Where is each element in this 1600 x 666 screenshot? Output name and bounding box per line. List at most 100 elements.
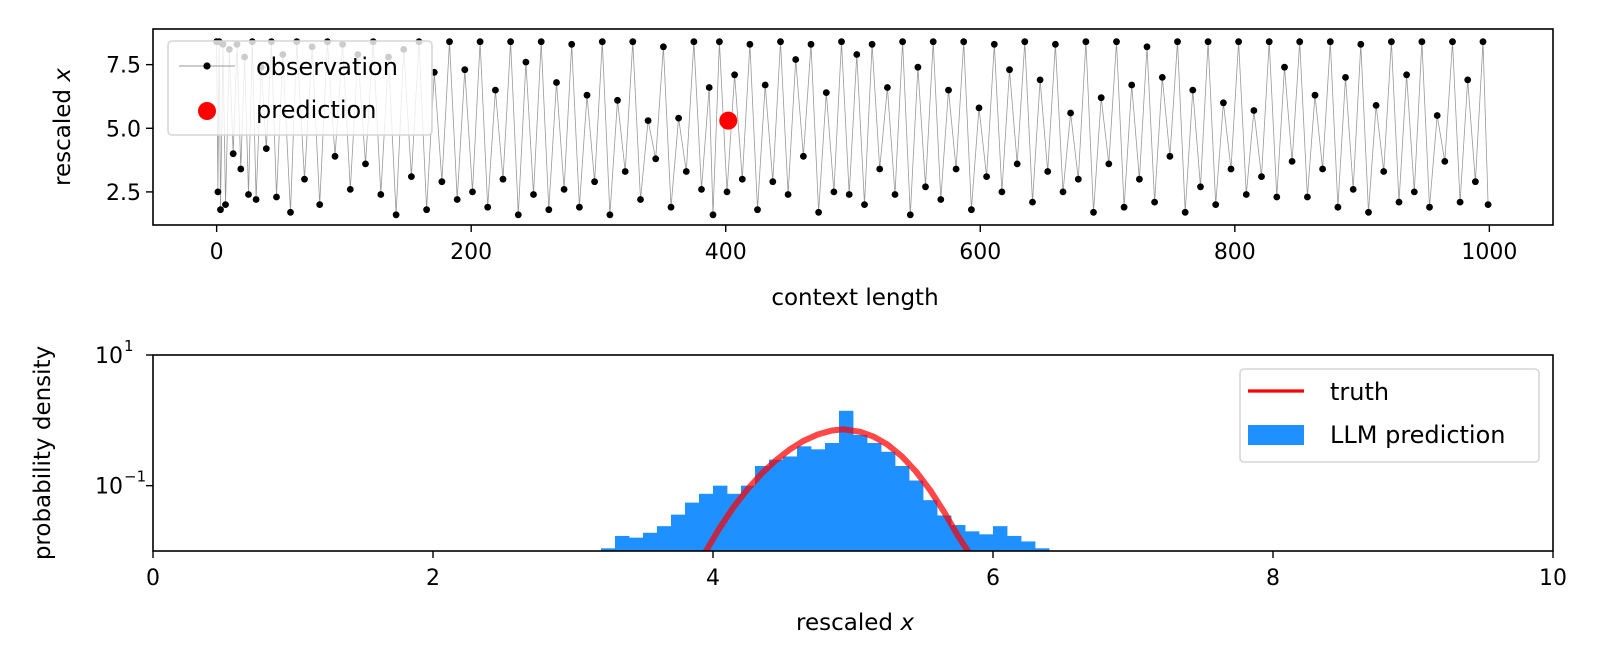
observation-point	[423, 206, 430, 214]
observation-point	[853, 51, 861, 58]
truth-curve	[703, 426, 971, 551]
llm-prediction-bar	[867, 442, 882, 551]
observation-point	[1097, 94, 1105, 102]
observation-point	[1281, 63, 1288, 71]
observation-point	[929, 38, 937, 46]
observation-point	[815, 208, 822, 216]
llm-prediction-bar	[825, 442, 840, 551]
prediction-point	[719, 111, 738, 130]
llm-prediction-bar	[699, 493, 714, 551]
observation-point	[1120, 203, 1128, 211]
observation-point	[723, 188, 731, 196]
observation-point	[777, 38, 784, 46]
observation-point	[899, 38, 906, 46]
observation-point	[868, 40, 876, 48]
observation-point	[331, 152, 339, 160]
llm-prediction-bar	[839, 410, 854, 551]
observation-point	[621, 168, 629, 175]
observation-point	[629, 38, 637, 46]
observation-point	[822, 89, 830, 96]
observation-point	[522, 58, 530, 66]
legend-llm-prediction-label: LLM prediction	[1330, 421, 1506, 449]
llm-prediction-bar	[657, 526, 672, 551]
llm-prediction-bar	[923, 500, 938, 551]
observation-point	[1151, 198, 1158, 206]
bottom-y-tick-label: 10	[95, 475, 123, 500]
observation-point	[660, 43, 667, 51]
llm-prediction-bar	[965, 531, 980, 551]
bottom-y-tick-exponent: −1	[124, 468, 146, 486]
observation-point	[914, 63, 922, 71]
top-x-tick-label: 400	[705, 240, 747, 265]
observation-point	[1143, 43, 1151, 51]
legend-observation-label: observation	[256, 53, 398, 81]
observation-point	[598, 38, 606, 46]
observation-point	[1189, 86, 1197, 94]
observation-point	[1395, 198, 1403, 206]
top-y-axis-label-var: x	[50, 68, 76, 83]
observation-point	[746, 40, 754, 48]
observation-point	[705, 84, 713, 91]
observation-point	[1158, 74, 1166, 81]
bottom-x-tick-label: 6	[986, 566, 1000, 591]
observation-point	[792, 56, 800, 63]
top-x-tick-label: 200	[450, 240, 492, 265]
observation-point	[709, 211, 717, 219]
observation-point	[237, 165, 245, 173]
observation-point	[1029, 198, 1036, 206]
observation-point	[287, 208, 294, 216]
observation-point	[484, 203, 492, 211]
observation-point	[362, 160, 369, 168]
observation-point	[392, 211, 400, 219]
llm-prediction-bar	[811, 449, 826, 551]
legend-truth-label: truth	[1330, 378, 1389, 406]
llm-prediction-bar	[881, 451, 896, 551]
observation-point	[1365, 208, 1372, 216]
observation-point	[252, 196, 260, 203]
observation-point	[1212, 201, 1220, 209]
observation-point	[1372, 102, 1380, 109]
observation-point	[1410, 188, 1418, 196]
observation-point	[861, 201, 868, 209]
observation-point	[667, 203, 675, 211]
observation-point	[514, 211, 522, 219]
observation-point	[1052, 40, 1059, 48]
observation-point	[553, 79, 560, 86]
llm-prediction-bar	[769, 459, 784, 551]
observation-point	[1128, 81, 1136, 89]
observation-point	[1304, 193, 1311, 201]
observation-point	[838, 38, 845, 46]
observation-point	[1357, 40, 1365, 48]
llm-prediction-bar	[853, 434, 868, 551]
observation-point	[945, 86, 952, 94]
observation-point	[1204, 38, 1212, 46]
observation-point	[530, 191, 537, 198]
top-legend: observation prediction	[167, 40, 433, 136]
observation-point	[217, 206, 224, 214]
observation-point	[807, 40, 815, 48]
bottom-x-axis-label-prefix: rescaled	[796, 610, 900, 636]
observation-point	[499, 175, 507, 183]
bottom-legend-box	[1239, 368, 1540, 463]
observation-point	[245, 191, 252, 198]
observation-point	[644, 117, 652, 124]
observation-point	[1319, 165, 1326, 173]
legend-prediction-marker	[198, 102, 216, 120]
observation-point	[1334, 203, 1342, 211]
observation-point	[990, 40, 998, 48]
observation-point	[438, 178, 446, 186]
observation-point	[408, 173, 415, 181]
observation-point	[922, 183, 929, 191]
observation-point	[1388, 38, 1395, 46]
observation-point	[1235, 38, 1242, 46]
observation-point	[1174, 38, 1181, 46]
bottom-x-tick-label: 2	[426, 566, 440, 591]
observation-point	[461, 66, 469, 74]
observation-point	[1311, 91, 1319, 99]
observation-point	[761, 81, 769, 89]
observation-point	[876, 165, 884, 173]
observation-point	[1326, 38, 1334, 46]
